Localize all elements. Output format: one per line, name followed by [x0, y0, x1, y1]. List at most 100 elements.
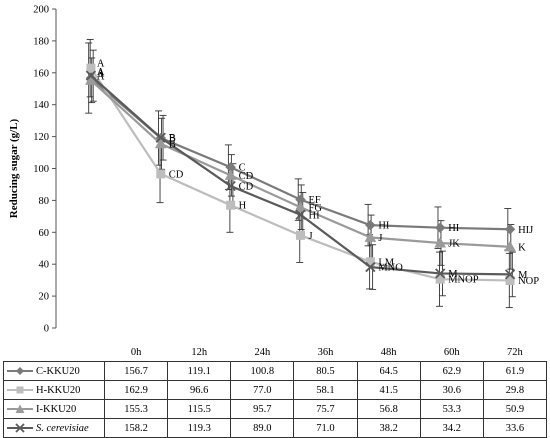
series-4-point [85, 70, 97, 81]
series-2-point [296, 230, 305, 240]
series-4-point [295, 209, 306, 220]
significance-letter: HI [378, 221, 390, 232]
table-cell-value: 38.2 [356, 418, 421, 438]
significance-letter: EF [309, 195, 321, 206]
table-row: H-KKU20 162.9 96.6 77.0 58.1 41.5 30.6 29.8 [3, 380, 548, 400]
significance-letter: HIJ [518, 225, 533, 236]
significance-letter: FG [309, 203, 323, 214]
significance-letter: MNOP [448, 275, 479, 286]
y-tick-label: 200 [33, 5, 49, 16]
significance-letter: NOP [518, 276, 539, 287]
table-cell-value: 77.0 [230, 380, 295, 400]
significance-letter: CD [239, 182, 254, 193]
y-tick-label: 120 [33, 132, 49, 143]
table-cell-value: 75.7 [293, 399, 358, 419]
significance-letter: J [378, 233, 382, 244]
significance-letter: HI [448, 223, 460, 234]
table-cell-value: 96.6 [167, 380, 232, 400]
table-cell-value: 158.2 [103, 418, 169, 438]
series-4-point [155, 132, 166, 143]
table-header-row: 0h 12h 24h 36h 48h 60h 72h [4, 343, 547, 362]
table-cell-value: 61.9 [482, 361, 548, 381]
x-tick-label: 0h [130, 346, 142, 358]
significance-letter: C [239, 163, 246, 174]
table-cell-value: 33.6 [482, 418, 548, 438]
y-tick-label: 180 [33, 36, 49, 47]
table-cell-value: 53.3 [419, 399, 484, 419]
table-cell-value: 80.5 [293, 361, 358, 381]
legend-entry: S. cerevisiae [3, 418, 105, 438]
significance-letter: M [518, 270, 528, 281]
series-1-point [435, 222, 446, 233]
data-table: 0h 12h 24h 36h 48h 60h 72h C-KKU20 156.7 119.1 100… [3, 343, 548, 438]
significance-letter: LM [378, 257, 394, 268]
table-cell-value: 71.0 [293, 418, 358, 438]
series-3-point [224, 169, 237, 180]
significance-letter: A [97, 58, 105, 69]
series-2-point [86, 63, 96, 73]
table-cell-value: 156.7 [103, 361, 169, 381]
table-cell-value: 119.1 [167, 361, 232, 381]
table-cell-value: 62.9 [419, 361, 484, 381]
legend-entry: C-KKU20 [3, 361, 105, 381]
legend-key [7, 423, 33, 433]
legend-label: S. cerevisiae [36, 422, 89, 434]
significance-letter: A [97, 67, 105, 78]
header-spacer [4, 343, 105, 362]
series-1-point [504, 224, 516, 235]
significance-letter: B [169, 133, 176, 144]
significance-letter: K [518, 242, 526, 253]
legend-key [7, 367, 33, 376]
table-cell-value: 29.8 [482, 380, 548, 400]
legend-key [7, 404, 33, 414]
series-4-point [435, 268, 446, 279]
series-2-point [156, 169, 166, 179]
significance-letter: CD [169, 169, 184, 180]
y-tick-label: 40 [39, 260, 50, 271]
significance-letter: H [239, 201, 247, 212]
x-tick-label: 60h [443, 346, 460, 358]
x-tick-label: 12h [191, 346, 208, 358]
significance-letter: M [448, 269, 458, 280]
chart-figure: 0 20 40 60 80 100 120 140 160 180 200 Reducing suga… [3, 5, 548, 438]
table-row: C-KKU20 156.7 119.1 100.8 80.5 64.5 62.9 61.9 [3, 361, 548, 381]
table-row: I-KKU20 155.3 115.5 95.7 75.7 56.8 53.3 50.9 [3, 399, 548, 419]
significance-letter: JK [448, 238, 460, 249]
y-axis-label: Reducing sugar (g/L) [8, 118, 20, 218]
table-cell-value: 115.5 [167, 399, 232, 419]
y-tick-label: 160 [33, 68, 49, 79]
series-3-point [364, 231, 377, 242]
series-4-point [504, 269, 516, 280]
series-2-point [226, 200, 236, 210]
table-cell-value: 89.0 [230, 418, 295, 438]
series-3-point [434, 236, 447, 248]
legend-label: I-KKU20 [36, 403, 77, 415]
significance-letter: B [169, 134, 176, 145]
legend-label: H-KKU20 [36, 384, 81, 396]
table-cell-value: 162.9 [103, 380, 169, 400]
series-line-2 [90, 67, 511, 282]
series-2-point [435, 274, 445, 284]
x-tick-label: 48h [380, 346, 397, 358]
table-cell-value: 34.2 [419, 418, 484, 438]
series-line-4 [90, 74, 511, 276]
significance-letter: MNO [378, 263, 403, 274]
x-tick-label: 24h [254, 346, 271, 358]
table-cell-value: 50.9 [482, 399, 548, 419]
table-cell-value: 58.1 [293, 380, 358, 400]
series-3-point [294, 201, 307, 212]
series-4-point [225, 180, 236, 192]
x-tick-label: 72h [507, 346, 523, 358]
legend-entry: I-KKU20 [3, 399, 105, 419]
series-4-point [365, 261, 376, 273]
significance-letter: B [169, 139, 176, 150]
series-1-point [365, 219, 376, 231]
table-cell-value: 56.8 [356, 399, 421, 419]
series-3-point [85, 74, 97, 85]
significance-letter: HI [309, 210, 321, 221]
table-cell-value: 64.5 [356, 361, 421, 381]
table-cell-value: 100.8 [230, 361, 295, 381]
significance-letter: J [309, 231, 313, 242]
x-tick-label: 36h [317, 346, 334, 358]
table-cell-value: 95.7 [230, 399, 295, 419]
